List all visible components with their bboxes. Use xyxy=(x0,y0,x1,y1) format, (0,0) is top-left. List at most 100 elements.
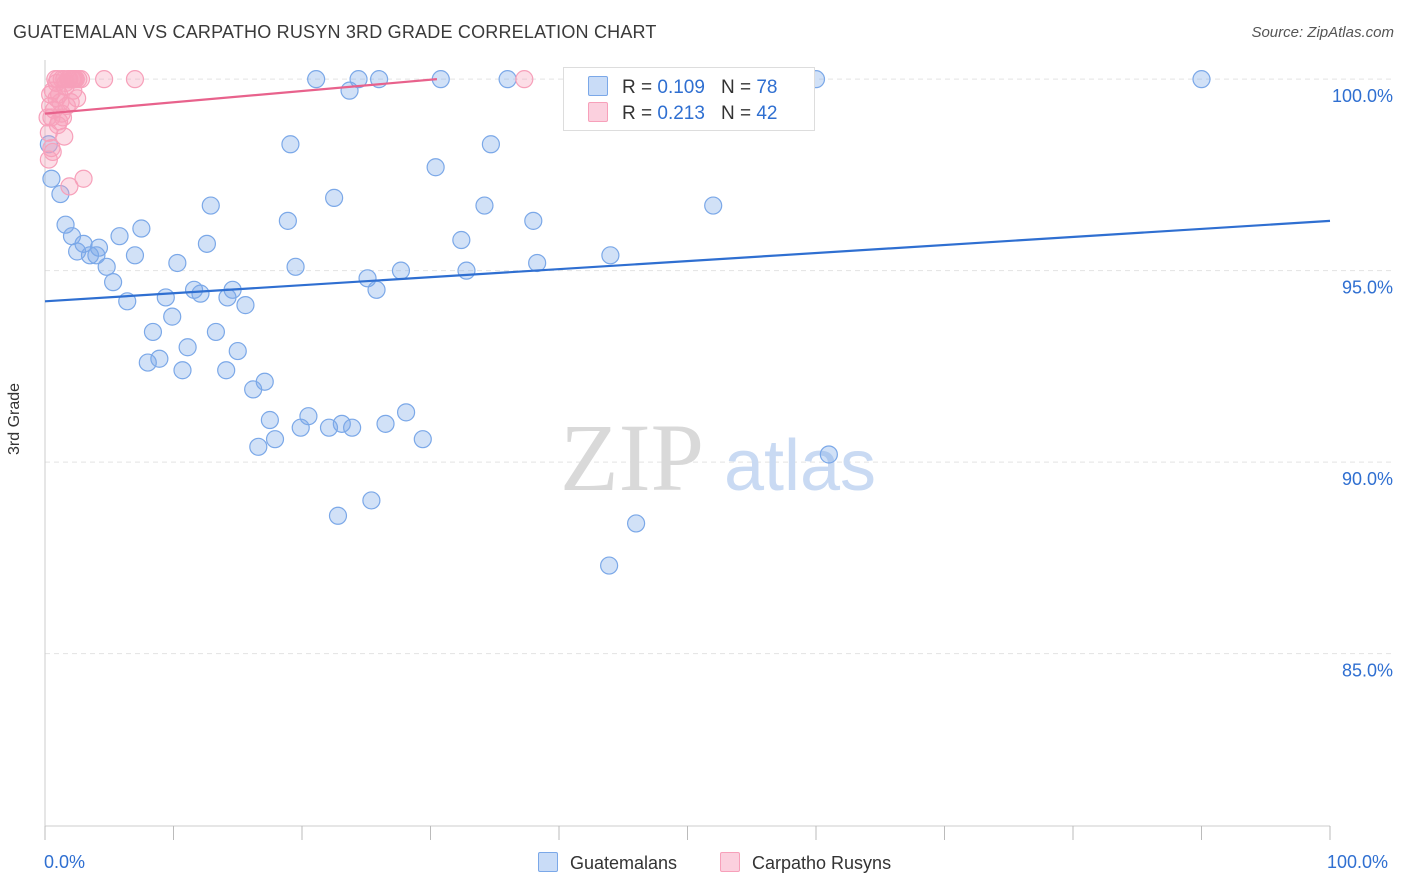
carpatho-rusyn-trend-line xyxy=(44,78,438,115)
y-tick-labels: 100.0% 95.0% 90.0% 85.0% xyxy=(1332,86,1393,681)
guatemalan-point xyxy=(197,234,217,253)
source-label: Source: ZipAtlas.com xyxy=(1251,24,1394,41)
guatemalan-point xyxy=(178,338,197,357)
guatemalan-point xyxy=(143,322,163,342)
guatemalan-point xyxy=(601,246,620,265)
carpatho-rusyn-point xyxy=(41,85,60,104)
x-axis-max-label: 100.0% xyxy=(1327,852,1389,872)
guatemalan-point xyxy=(481,135,500,154)
watermark: ZIP atlas xyxy=(560,404,876,511)
guatemalan-point xyxy=(125,246,145,265)
bottom-legend-carpatho-rusyns: Carpatho Rusyns xyxy=(720,852,891,874)
trend-lines xyxy=(44,78,1331,303)
grid-lines xyxy=(45,78,1395,655)
guatemalan-point xyxy=(307,70,326,89)
guatemalan-point xyxy=(249,437,268,456)
watermark-zip: ZIP xyxy=(560,404,704,511)
guatemalan-point xyxy=(328,506,348,525)
guatemalan-point xyxy=(524,211,543,230)
guatemalan-point xyxy=(173,361,192,380)
guatemalan-point xyxy=(391,261,411,280)
carpatho-rusyn-point xyxy=(74,169,93,188)
guatemalan-point xyxy=(217,361,236,380)
guatemalan-point xyxy=(191,284,210,303)
guatemalan-point xyxy=(396,403,416,422)
carpatho-rusyn-point xyxy=(515,70,534,89)
chart-title: GUATEMALAN VS CARPATHO RUSYN 3RD GRADE C… xyxy=(13,22,657,42)
guatemalan-point xyxy=(201,196,220,215)
y-tick-label: 100.0% xyxy=(1332,86,1393,106)
guatemalan-point xyxy=(265,430,285,449)
guatemalan-point xyxy=(600,556,619,575)
guatemalan-point xyxy=(413,430,432,449)
guatemalan-point xyxy=(457,261,476,280)
bottom-legend-label: Guatemalans xyxy=(570,853,678,873)
guatemalan-point xyxy=(260,410,279,430)
legend-n-value: 78 xyxy=(756,77,778,98)
carpatho-rusyn-point xyxy=(125,70,145,89)
bottom-legend-guatemalans: Guatemalans xyxy=(538,852,677,874)
guatemalan-point xyxy=(163,307,182,326)
guatemalan-point xyxy=(626,514,646,533)
y-tick-label: 90.0% xyxy=(1342,469,1393,489)
guatemalan-point xyxy=(89,238,109,257)
carpatho-rusyn-point xyxy=(43,142,62,162)
guatemalan-point xyxy=(278,211,297,230)
guatemalan-point xyxy=(1192,70,1211,89)
guatemalan-point xyxy=(362,491,381,510)
guatemalan-point xyxy=(286,257,305,276)
carpatho-rusyn-point xyxy=(60,177,79,196)
guatemalan-point xyxy=(138,353,157,372)
guatemalan-point xyxy=(56,215,75,234)
guatemalan-point xyxy=(376,414,395,433)
x-axis-min-label: 0.0% xyxy=(44,852,86,872)
guatemalan-point xyxy=(343,418,362,437)
carpatho-rusyn-point xyxy=(68,89,87,108)
carpatho-rusyn-point xyxy=(95,70,114,89)
guatemalan-point xyxy=(281,135,300,154)
carpatho-rusyn-point xyxy=(48,70,67,89)
legend-n-value: 42 xyxy=(756,103,778,124)
guatemalan-point xyxy=(74,234,93,253)
legend-r-value: 0.213 xyxy=(657,103,705,124)
legend-n-label: N = xyxy=(720,77,752,98)
legend-r-label: R = xyxy=(622,103,653,124)
guatemalan-point xyxy=(426,158,445,177)
guatemalan-point xyxy=(498,70,517,89)
guatemalan-point xyxy=(228,341,247,361)
bottom-legend-swatch-pink xyxy=(720,852,740,872)
guatemalan-point xyxy=(299,407,318,426)
guatemalan-point xyxy=(132,219,151,238)
guatemalan-point xyxy=(104,273,123,292)
guatemalan-point xyxy=(255,372,274,391)
carpatho-rusyn-point xyxy=(64,70,83,89)
legend-swatch-pink xyxy=(588,102,608,122)
guatemalan-point xyxy=(475,196,494,215)
bottom-legend-label: Carpatho Rusyns xyxy=(752,853,892,873)
guatemalan-point xyxy=(150,349,169,368)
guatemalan-point xyxy=(97,257,116,276)
axes xyxy=(44,60,1331,840)
guatemalan-point xyxy=(206,322,226,342)
y-tick-label: 95.0% xyxy=(1342,278,1393,298)
legend-swatch-blue xyxy=(588,76,608,96)
guatemalan-point xyxy=(156,288,175,307)
legend-r-label: R = xyxy=(622,77,653,98)
guatemalan-point xyxy=(528,253,547,273)
guatemalan-point xyxy=(332,414,351,433)
watermark-atlas: atlas xyxy=(724,426,876,506)
guatemalan-point xyxy=(819,445,838,464)
guatemalan-point xyxy=(110,227,129,246)
guatemalan-point xyxy=(168,253,187,273)
guatemalan-point xyxy=(325,188,344,207)
legend-n-label: N = xyxy=(720,103,752,124)
carpatho-rusyn-point xyxy=(55,127,74,146)
guatemalan-point xyxy=(367,280,386,299)
legend-row-guatemalans: R = 0.109 N = 78 xyxy=(588,76,777,100)
y-tick-label: 85.0% xyxy=(1342,661,1393,681)
legend-row-carpatho-rusyns: R = 0.213 N = 42 xyxy=(588,102,777,126)
legend: R = 0.109 N = 78 R = 0.213 N = 42 xyxy=(563,67,815,131)
guatemalan-point xyxy=(42,169,61,188)
bottom-legend-swatch-blue xyxy=(538,852,558,872)
